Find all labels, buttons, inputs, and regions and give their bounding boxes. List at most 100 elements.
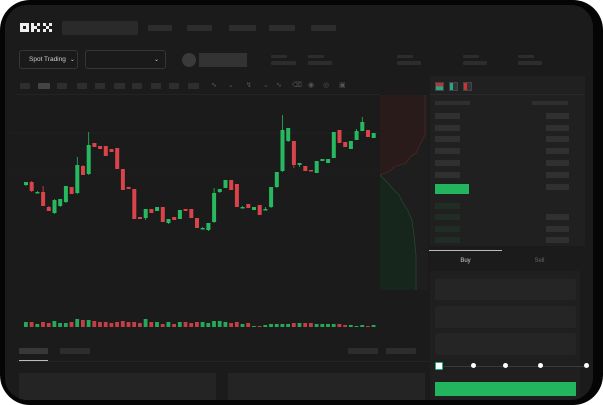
nav-item[interactable] — [187, 25, 212, 31]
volume-bar — [46, 323, 51, 327]
candle-body — [354, 131, 359, 140]
orders-card — [228, 373, 425, 400]
orderbook-both-icon[interactable] — [435, 82, 444, 91]
volume-bar — [297, 323, 302, 327]
candle-body — [183, 209, 188, 211]
candle-body — [246, 204, 251, 208]
bid-amount — [546, 237, 569, 243]
candle-body — [149, 209, 154, 213]
price-input[interactable] — [435, 279, 576, 300]
timeframe-button[interactable] — [151, 83, 161, 89]
line-tool-icon[interactable]: ∿ — [276, 82, 282, 89]
ask-amount — [546, 184, 569, 190]
nav-item[interactable] — [229, 25, 256, 31]
candle-body — [24, 182, 28, 185]
depth-chart — [380, 95, 428, 290]
candle-body — [286, 128, 291, 141]
candle-body — [115, 148, 120, 169]
volume-bar — [103, 322, 108, 327]
candlestick-chart[interactable] — [10, 93, 385, 333]
slider-stop-75[interactable] — [538, 363, 543, 368]
candle-type-icon[interactable]: ∿ — [211, 82, 217, 89]
candle-body — [223, 180, 228, 188]
volume-bar — [81, 320, 85, 327]
bid-amount — [546, 214, 569, 220]
stat-label — [308, 55, 324, 58]
candle-body — [81, 166, 85, 175]
timeframe-button[interactable] — [20, 83, 30, 89]
volume-bar — [109, 323, 114, 327]
volume-bar — [138, 323, 142, 327]
total-input[interactable] — [435, 333, 576, 355]
volume-bar — [98, 322, 102, 327]
tab-sell[interactable]: Sell — [534, 258, 545, 264]
bid-price — [435, 214, 460, 220]
amount-input[interactable] — [435, 306, 576, 328]
orderbook-asks-icon[interactable] — [463, 82, 472, 91]
ask-amount — [546, 125, 569, 131]
nav-item[interactable] — [311, 25, 336, 31]
timeframe-button[interactable] — [95, 83, 105, 89]
chevron-down-icon[interactable]: ⌄ — [263, 82, 269, 89]
settings-icon[interactable]: ◎ — [323, 82, 330, 89]
volume-bar — [309, 323, 313, 327]
amount-slider-track[interactable] — [439, 366, 589, 367]
timeframe-button[interactable] — [132, 83, 142, 89]
volume-bar — [212, 321, 216, 327]
filter-button[interactable] — [348, 348, 378, 354]
chevron-down-icon: ⌄ — [69, 57, 75, 63]
timeframe-button[interactable] — [169, 83, 179, 89]
ask-amount — [546, 172, 569, 178]
nav-item[interactable] — [148, 25, 172, 31]
volume-bar — [314, 324, 319, 327]
candle-body — [172, 217, 177, 220]
candle-body — [331, 132, 336, 158]
buy-submit-button[interactable] — [435, 382, 576, 396]
volume-bar — [343, 325, 347, 327]
timeframe-button[interactable] — [38, 83, 50, 89]
timeframe-button[interactable] — [57, 83, 67, 89]
ruler-icon[interactable]: ⌫ — [292, 82, 302, 89]
candle-body — [63, 186, 68, 202]
volume-bar — [354, 326, 359, 327]
chevron-down-icon[interactable]: ⌄ — [228, 82, 234, 89]
stat-label — [518, 55, 534, 58]
timeframe-button[interactable] — [188, 83, 199, 89]
slider-stop-50[interactable] — [503, 363, 508, 368]
stat-value — [397, 61, 421, 65]
tab-buy[interactable]: Buy — [460, 258, 471, 264]
volume-bar — [183, 322, 188, 327]
nav-item[interactable] — [269, 25, 295, 31]
volume-bar — [206, 323, 211, 327]
fullscreen-icon[interactable]: ▣ — [339, 82, 346, 89]
filter-button[interactable] — [386, 348, 416, 354]
timeframe-button[interactable] — [77, 83, 87, 89]
candle-body — [348, 141, 353, 149]
market-type-label: Spot Trading — [29, 56, 66, 63]
slider-stop-100[interactable] — [584, 363, 589, 368]
volume-bar — [223, 322, 228, 327]
volume-bar — [166, 322, 171, 327]
pair-dropdown[interactable]: ⌄ — [85, 50, 166, 69]
tab-order-history[interactable] — [60, 348, 90, 354]
candle-body — [280, 130, 285, 171]
volume-bar — [326, 324, 330, 327]
stat-value — [518, 61, 542, 65]
volume-bar — [69, 322, 74, 327]
camera-icon[interactable]: ◉ — [308, 82, 315, 89]
volume-bar — [360, 325, 365, 327]
market-type-dropdown[interactable]: Spot Trading ⌄ — [19, 50, 78, 69]
slider-handle[interactable] — [435, 362, 443, 370]
volume-bar — [126, 322, 131, 327]
volume-bar — [115, 322, 119, 327]
bid-amount — [546, 226, 569, 232]
orderbook-bids-icon[interactable] — [449, 82, 458, 91]
slider-stop-25[interactable] — [471, 363, 476, 368]
candle-body — [366, 130, 370, 137]
tab-open-orders[interactable] — [19, 348, 48, 354]
timeframe-button[interactable] — [114, 83, 125, 89]
candle-body — [212, 193, 217, 222]
okx-logo[interactable] — [20, 23, 58, 32]
search-placeholder[interactable] — [62, 21, 138, 35]
indicator-icon[interactable]: ↯ — [246, 82, 252, 89]
